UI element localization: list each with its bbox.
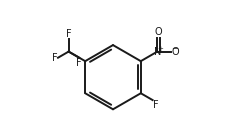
Text: F: F <box>76 58 82 68</box>
Text: O: O <box>171 47 178 57</box>
Text: O: O <box>154 27 162 37</box>
Text: N: N <box>153 47 160 57</box>
Text: F: F <box>52 53 57 63</box>
Text: F: F <box>152 100 158 111</box>
Text: −: − <box>170 44 177 53</box>
Text: F: F <box>65 29 71 39</box>
Text: +: + <box>157 46 163 52</box>
